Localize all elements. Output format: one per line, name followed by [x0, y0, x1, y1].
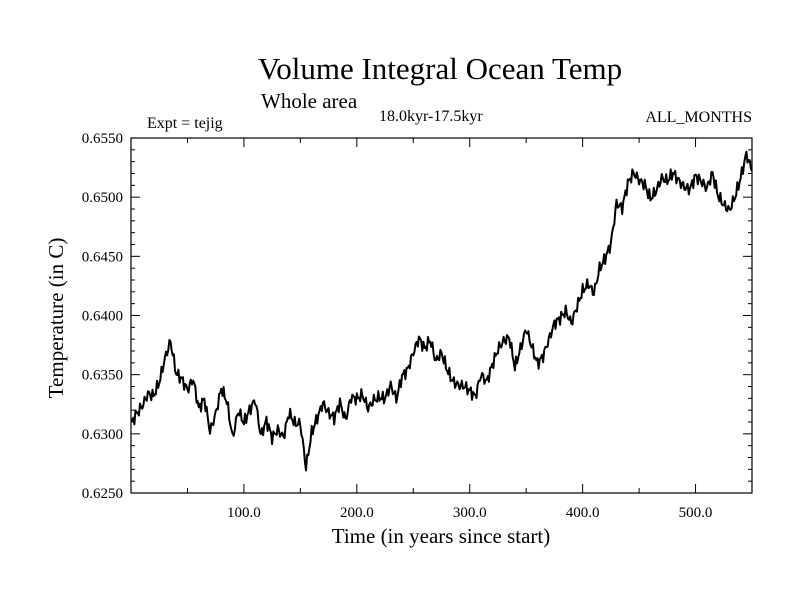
- plot-frame: [130, 137, 753, 494]
- x-tick-label: 100.0: [227, 505, 261, 521]
- y-tick-label: 0.6550: [82, 131, 123, 147]
- y-tick-labels: 0.6250 0.6300 0.6350 0.6400 0.6450 0.6500 0.65…: [82, 131, 123, 502]
- y-axis-label: Temperature (in C): [44, 238, 68, 399]
- x-tick-label: 500.0: [679, 505, 713, 521]
- chart-title: Volume Integral Ocean Temp: [258, 51, 622, 86]
- chart-subtitle: Whole area: [261, 89, 358, 113]
- months-label: ALL_MONTHS: [645, 109, 752, 126]
- expt-label: Expt = tejig: [147, 115, 223, 132]
- y-tick-label: 0.6500: [82, 190, 123, 206]
- y-tick-label: 0.6250: [82, 486, 123, 502]
- x-tick-label: 400.0: [566, 505, 600, 521]
- y-tick-label: 0.6450: [82, 249, 123, 265]
- axis-ticks: [131, 137, 752, 494]
- series-line: [130, 150, 753, 472]
- x-tick-labels: 100.0 200.0 300.0 400.0 500.0: [227, 505, 712, 521]
- y-tick-label: 0.6350: [82, 368, 123, 384]
- period-label: 18.0kyr-17.5kyr: [379, 108, 483, 125]
- y-tick-label: 0.6400: [82, 309, 123, 325]
- x-tick-label: 200.0: [340, 505, 374, 521]
- y-tick-label: 0.6300: [82, 427, 123, 443]
- x-axis-label: Time (in years since start): [332, 524, 551, 548]
- x-tick-label: 300.0: [453, 505, 487, 521]
